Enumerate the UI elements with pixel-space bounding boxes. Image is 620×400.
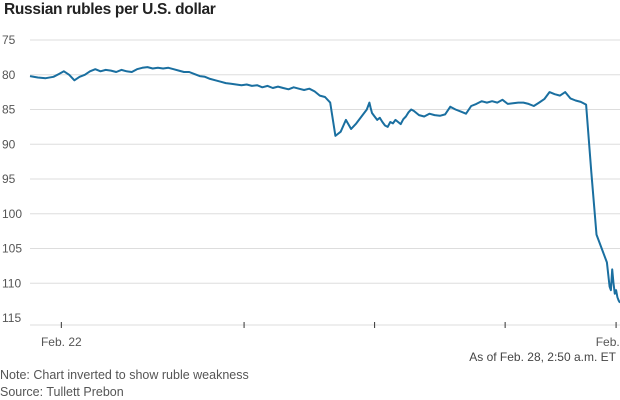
y-tick-label: 75	[2, 33, 16, 47]
y-tick-label: 80	[2, 68, 16, 82]
as-of-timestamp: As of Feb. 28, 2:50 a.m. ET	[469, 350, 616, 364]
y-tick-label: 100	[2, 207, 22, 221]
chart-title: Russian rubles per U.S. dollar	[4, 1, 216, 18]
chart-source: Source: Tullett Prebon	[0, 385, 124, 399]
chart-note: Note: Chart inverted to show ruble weakn…	[0, 368, 249, 382]
y-tick-label: 110	[2, 276, 21, 290]
y-tick-label: 105	[2, 242, 22, 256]
y-axis-ticks: 75 80 85 90 95 100 105 110 115	[2, 33, 22, 325]
x-axis: Feb. 22 Feb. 28	[30, 322, 620, 349]
y-tick-label: 90	[2, 137, 16, 151]
gridlines	[30, 39, 620, 284]
y-tick-label: 85	[2, 103, 16, 117]
series-line-rub-usd	[29, 66, 620, 304]
y-tick-label: 95	[2, 172, 16, 186]
x-tick-label: Feb. 22	[41, 335, 82, 349]
y-tick-label: 115	[2, 311, 21, 325]
x-tick-label: Feb. 28	[596, 335, 620, 349]
